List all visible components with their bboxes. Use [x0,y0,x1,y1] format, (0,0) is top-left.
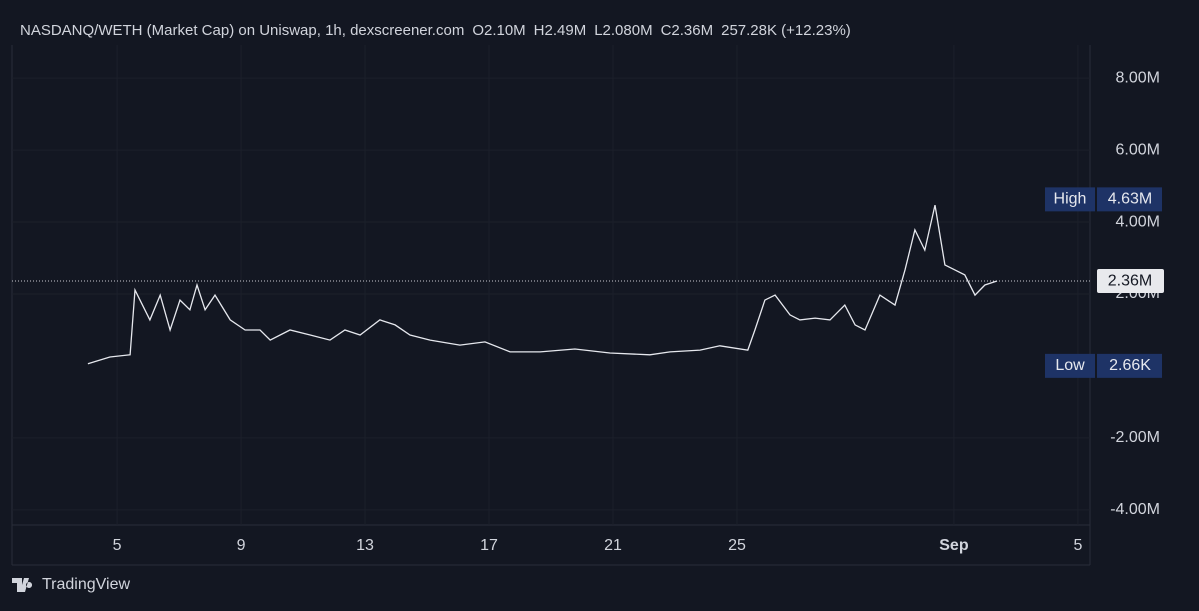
marker-label: Low [1055,357,1085,374]
logo [12,578,33,592]
x-tick-label: 21 [604,537,622,554]
y-tick-label: 6.00M [1116,141,1160,158]
stat: C2.36M [660,22,714,39]
footer: TradingView [12,576,130,594]
marker-label-box [1045,187,1095,212]
stat: O2.10M [472,22,526,39]
marker-label-box [1045,353,1095,378]
marker-value: 2.66K [1109,357,1151,374]
y-tick-label: 4.00M [1116,213,1160,230]
y-tick-label: -4.00M [1110,501,1160,518]
brand: TradingView [42,576,131,593]
stat: 257.28K (+12.23%) [721,22,851,39]
x-tick-label: Sep [939,537,969,554]
y-tick-label: 8.00M [1116,69,1160,86]
y-tick-label: -2.00M [1110,429,1160,446]
x-tick-label: 5 [1073,537,1082,554]
marker-value-box [1097,353,1162,378]
stat: H2.49M [533,22,587,39]
header: NASDANQ/WETH (Market Cap) on Uniswap, 1h… [20,22,851,39]
x-tick-label: 5 [113,537,122,554]
title: NASDANQ/WETH (Market Cap) on Uniswap, 1h… [20,22,465,39]
x-tick-label: 13 [356,537,374,554]
x-tick-label: 9 [237,537,246,554]
price-line [87,204,998,365]
last-price-box [1097,269,1164,294]
marker-label: High [1054,191,1087,208]
x-tick-label: 25 [728,537,746,554]
last-price-label: 2.36M [1108,272,1152,289]
stat: L2.080M [594,22,653,39]
marker-value: 4.63M [1108,191,1152,208]
x-tick-label: 17 [480,537,498,554]
marker-value-box [1097,187,1162,212]
